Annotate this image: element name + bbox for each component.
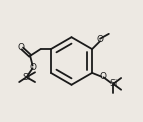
Text: O: O: [30, 63, 37, 72]
Text: O: O: [97, 35, 104, 44]
Text: Si: Si: [22, 73, 30, 82]
Text: O: O: [99, 72, 106, 81]
Text: O: O: [17, 43, 24, 51]
Text: Si: Si: [109, 79, 117, 88]
